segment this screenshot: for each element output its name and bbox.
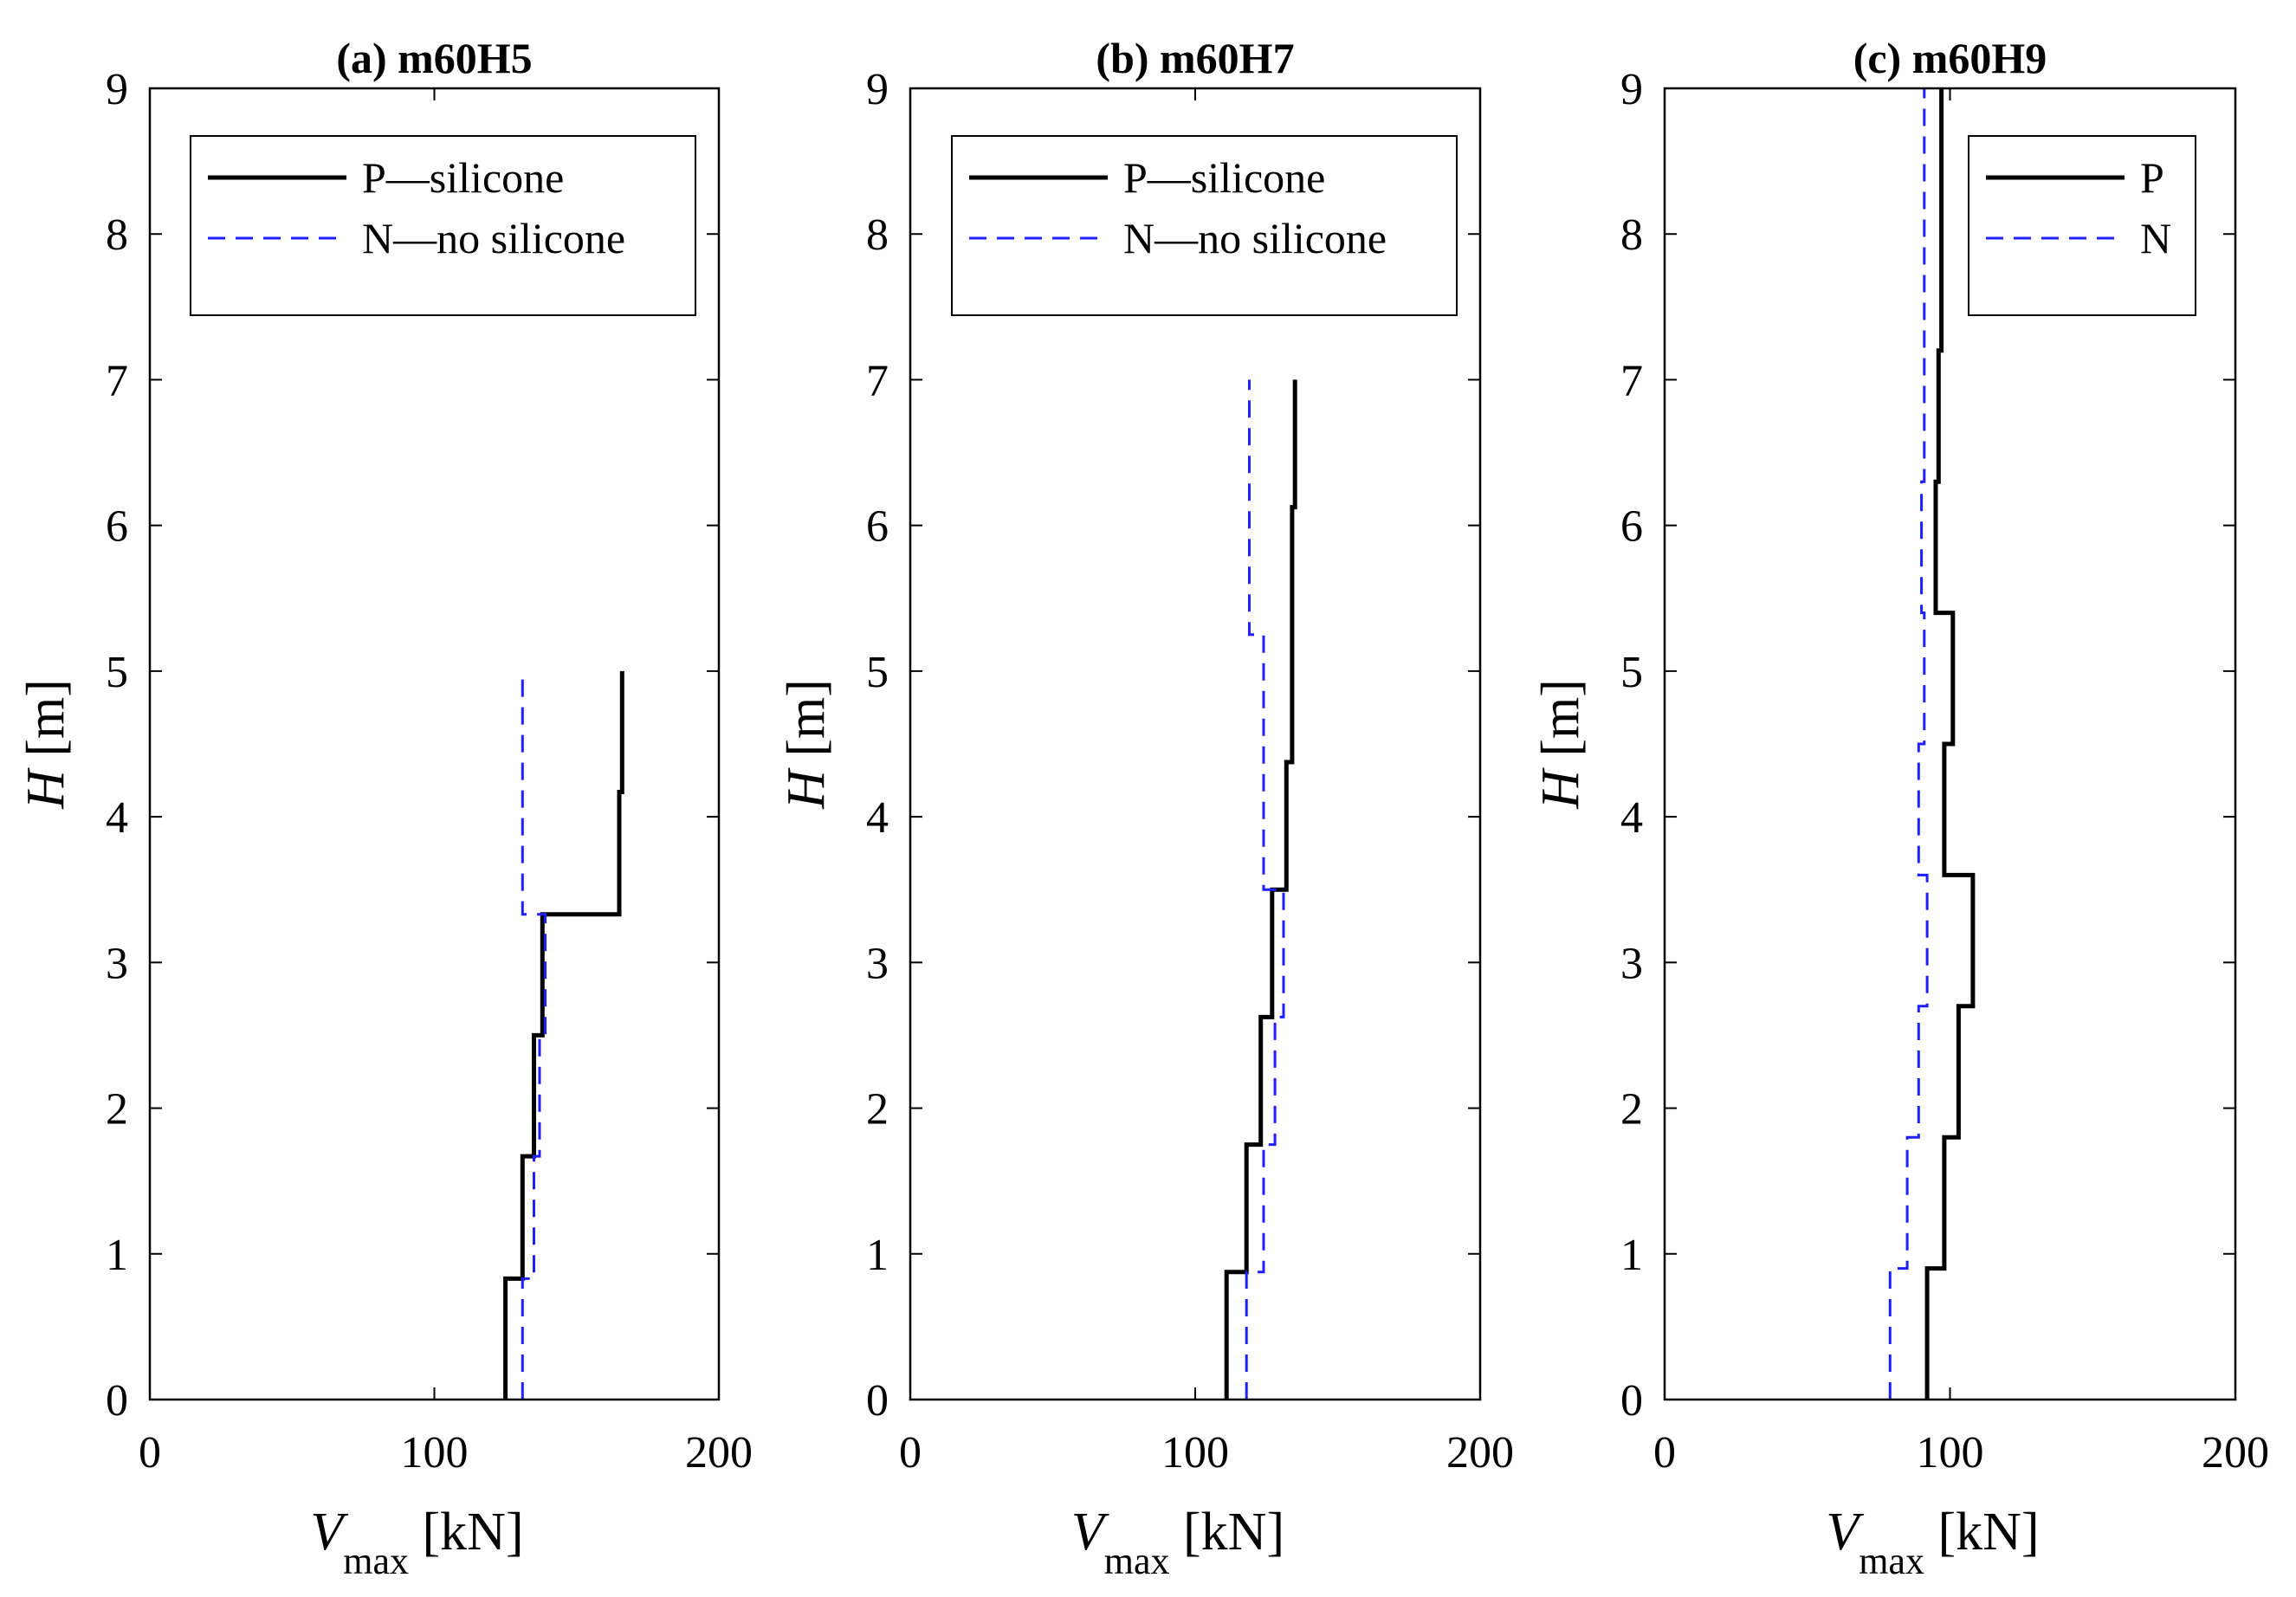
y-tick-label: 2 [866, 1085, 889, 1135]
legend-label-p: P [2140, 153, 2164, 202]
y-tick-label: 0 [866, 1376, 889, 1426]
y-axis-label-symbol: H [16, 767, 75, 810]
x-tick-label: 200 [1446, 1428, 1514, 1477]
y-tick-label: 6 [106, 502, 128, 552]
series-line-p [1924, 88, 1976, 1400]
y-tick-label: 1 [106, 1231, 128, 1280]
y-tick-label: 3 [106, 939, 128, 988]
chart-title: (a) m60H5 [336, 34, 532, 82]
y-tick-label: 0 [106, 1376, 128, 1426]
legend-box [951, 135, 1458, 316]
y-tick-label: 9 [1620, 65, 1643, 114]
y-tick-label: 2 [1620, 1085, 1643, 1135]
y-tick-label: 1 [1620, 1231, 1643, 1280]
y-tick-label: 7 [106, 356, 128, 405]
y-tick-label: 7 [866, 356, 889, 405]
y-tick-label: 6 [1620, 502, 1643, 552]
legend-box [190, 135, 696, 316]
legend-box [1968, 135, 2196, 316]
y-tick-label: 4 [1620, 793, 1643, 843]
series-line-p [1224, 379, 1297, 1400]
y-tick-label: 8 [1620, 210, 1643, 260]
x-tick-label: 100 [1917, 1428, 1984, 1477]
chart-panel-2: (b) m60H7 0 1 2 3 4 5 6 7 8 9 0 100 200 P—silicone N—no… [777, 34, 1514, 1582]
x-tick-label: 100 [401, 1428, 469, 1477]
x-axis-label-unit: [kN] [1924, 1503, 2040, 1561]
chart-panel-1: (a) m60H5 0 1 2 3 4 5 6 7 8 9 0 100 200 P—silicone N—no… [16, 34, 753, 1582]
x-axis-label-symbol: V [1071, 1503, 1109, 1561]
legend: PN [1968, 135, 2196, 316]
y-axis-label: H [m] [16, 679, 75, 810]
series-line-n [521, 670, 547, 1400]
chart-title: (b) m60H7 [1096, 34, 1294, 82]
chart-panel-3: (c) m60H9 0 1 2 3 4 5 6 7 8 9 0 100 200 PN Vmax [kN] H [… [1531, 34, 2269, 1582]
x-tick-label: 200 [685, 1428, 753, 1477]
y-axis-label-symbol: H [1531, 767, 1590, 810]
y-tick-label: 4 [106, 793, 128, 843]
x-axis-label-symbol: V [310, 1503, 348, 1561]
legend-label-p: P—silicone [362, 153, 564, 202]
axes-box [148, 87, 721, 1401]
legend-label-p: P—silicone [1123, 153, 1325, 202]
y-tick-label: 7 [1620, 356, 1643, 405]
x-axis-label: Vmax [kN] [310, 1503, 523, 1582]
y-axis-label-unit: [m] [777, 679, 836, 770]
legend: P—silicone N—no silicone [951, 135, 1458, 316]
x-axis-label-unit: [kN] [409, 1503, 524, 1561]
y-axis-label: H [m] [777, 679, 836, 810]
x-axis-label-symbol: V [1826, 1503, 1864, 1561]
y-tick-label: 9 [866, 65, 889, 114]
x-axis-label: Vmax [kN] [1071, 1503, 1284, 1582]
y-tick-label: 3 [866, 939, 889, 988]
y-tick-label: 0 [1620, 1376, 1643, 1426]
y-tick-label: 9 [106, 65, 128, 114]
x-axis-label-subscript: max [1104, 1540, 1170, 1582]
y-tick-label: 2 [106, 1085, 128, 1135]
y-axis-label: H [m] [1531, 679, 1590, 810]
x-axis-label-subscript: max [1859, 1540, 1924, 1582]
y-tick-label: 5 [1620, 648, 1643, 697]
x-tick-label: 200 [2202, 1428, 2269, 1477]
series-line-n [1888, 88, 1929, 1400]
x-tick-label: 0 [139, 1428, 161, 1477]
y-tick-label: 3 [1620, 939, 1643, 988]
y-axis-label-unit: [m] [1531, 679, 1590, 770]
axes-box [1663, 87, 2237, 1401]
y-axis-label-unit: [m] [16, 679, 75, 770]
series-line-p [503, 670, 624, 1400]
legend-label-n: N—no silicone [362, 214, 625, 262]
axes-box [909, 87, 1482, 1401]
x-axis-label-subscript: max [343, 1540, 409, 1582]
y-tick-label: 4 [866, 793, 889, 843]
x-axis-label-unit: [kN] [1170, 1503, 1285, 1561]
x-tick-label: 0 [899, 1428, 922, 1477]
chart-title: (c) m60H9 [1853, 34, 2047, 82]
y-axis-label-symbol: H [777, 767, 836, 810]
y-tick-label: 5 [106, 648, 128, 697]
y-tick-label: 1 [866, 1231, 889, 1280]
y-tick-label: 5 [866, 648, 889, 697]
y-tick-label: 8 [866, 210, 889, 260]
series-line-n [1245, 379, 1285, 1400]
x-tick-label: 0 [1653, 1428, 1676, 1477]
y-tick-label: 6 [866, 502, 889, 552]
x-axis-label: Vmax [kN] [1826, 1503, 2039, 1582]
y-tick-label: 8 [106, 210, 128, 260]
x-tick-label: 100 [1161, 1428, 1229, 1477]
legend-label-n: N—no silicone [1123, 214, 1387, 262]
legend: P—silicone N—no silicone [190, 135, 696, 316]
legend-label-n: N [2140, 214, 2171, 262]
